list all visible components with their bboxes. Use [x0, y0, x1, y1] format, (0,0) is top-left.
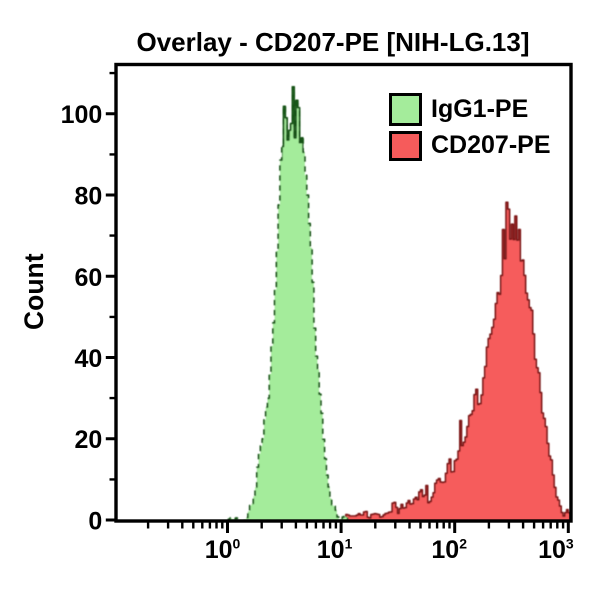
svg-text:80: 80 [74, 183, 102, 211]
svg-text:40: 40 [74, 345, 102, 373]
svg-text:Overlay - CD207-PE [NIH-LG.13]: Overlay - CD207-PE [NIH-LG.13] [136, 27, 529, 57]
svg-text:CD207-PE: CD207-PE [431, 131, 551, 159]
svg-text:Count: Count [19, 253, 49, 330]
svg-text:20: 20 [74, 426, 102, 454]
svg-text:0: 0 [88, 508, 102, 536]
svg-text:60: 60 [74, 264, 102, 292]
svg-text:IgG1-PE: IgG1-PE [431, 95, 528, 123]
svg-text:100: 100 [61, 101, 103, 129]
